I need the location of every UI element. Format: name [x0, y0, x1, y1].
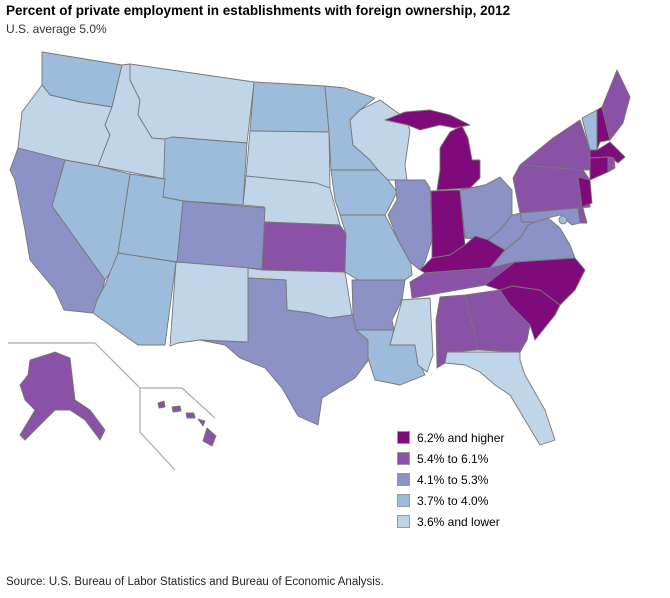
legend-label: 5.4% to 6.1% [417, 451, 489, 466]
legend-item: 5.4% to 6.1% [397, 448, 504, 469]
state-fl [444, 351, 556, 446]
legend-item: 3.7% to 4.0% [397, 490, 504, 511]
state-nh [596, 106, 611, 151]
state-hi [171, 405, 182, 413]
state-ri [607, 156, 616, 173]
hawaii-inset-border [140, 387, 216, 419]
state-mo [339, 214, 413, 281]
state-hi [197, 418, 206, 427]
state-wy [162, 136, 248, 206]
state-ks [261, 221, 347, 273]
state-ny [519, 119, 591, 171]
state-nm [169, 261, 249, 347]
map-title: Percent of private employment in establi… [6, 3, 511, 18]
state-ar [351, 279, 406, 331]
state-hi [202, 427, 217, 447]
state-in [430, 189, 466, 259]
state-ca [9, 147, 106, 314]
state-ms [389, 297, 434, 373]
state-mi [384, 109, 471, 131]
state-mt [129, 63, 255, 144]
legend-swatch [397, 452, 410, 465]
legend: 6.2% and higher 5.4% to 6.1% 4.1% to 5.3… [397, 427, 504, 532]
alaska-inset-border [8, 342, 141, 389]
state-dc [558, 215, 568, 225]
state-co [176, 200, 266, 270]
state-pa [512, 164, 591, 214]
state-ak [19, 351, 106, 441]
legend-item: 3.6% and lower [397, 511, 504, 532]
hawaii-inset-border-left [139, 388, 176, 471]
state-ia [330, 169, 398, 216]
legend-item: 4.1% to 5.3% [397, 469, 504, 490]
state-ct [589, 156, 609, 181]
state-me [601, 69, 631, 141]
legend-swatch [397, 515, 410, 528]
legend-label: 4.1% to 5.3% [417, 472, 489, 487]
state-mi [436, 125, 481, 191]
state-hi [185, 412, 196, 419]
legend-label: 6.2% and higher [417, 430, 505, 445]
source-note: Source: U.S. Bureau of Labor Statistics … [6, 576, 384, 588]
state-nj [577, 176, 593, 208]
legend-swatch [397, 431, 410, 444]
state-de [577, 206, 588, 224]
state-tx [199, 277, 371, 426]
legend-label: 3.7% to 4.0% [417, 493, 489, 508]
state-az [92, 252, 177, 346]
map-subtitle: U.S. average 5.0% [6, 22, 107, 36]
state-nd [249, 81, 330, 133]
legend-label: 3.6% and lower [417, 514, 500, 529]
legend-swatch [397, 473, 410, 486]
legend-item: 6.2% and higher [397, 427, 504, 448]
state-hi [157, 400, 166, 409]
legend-swatch [397, 494, 410, 507]
